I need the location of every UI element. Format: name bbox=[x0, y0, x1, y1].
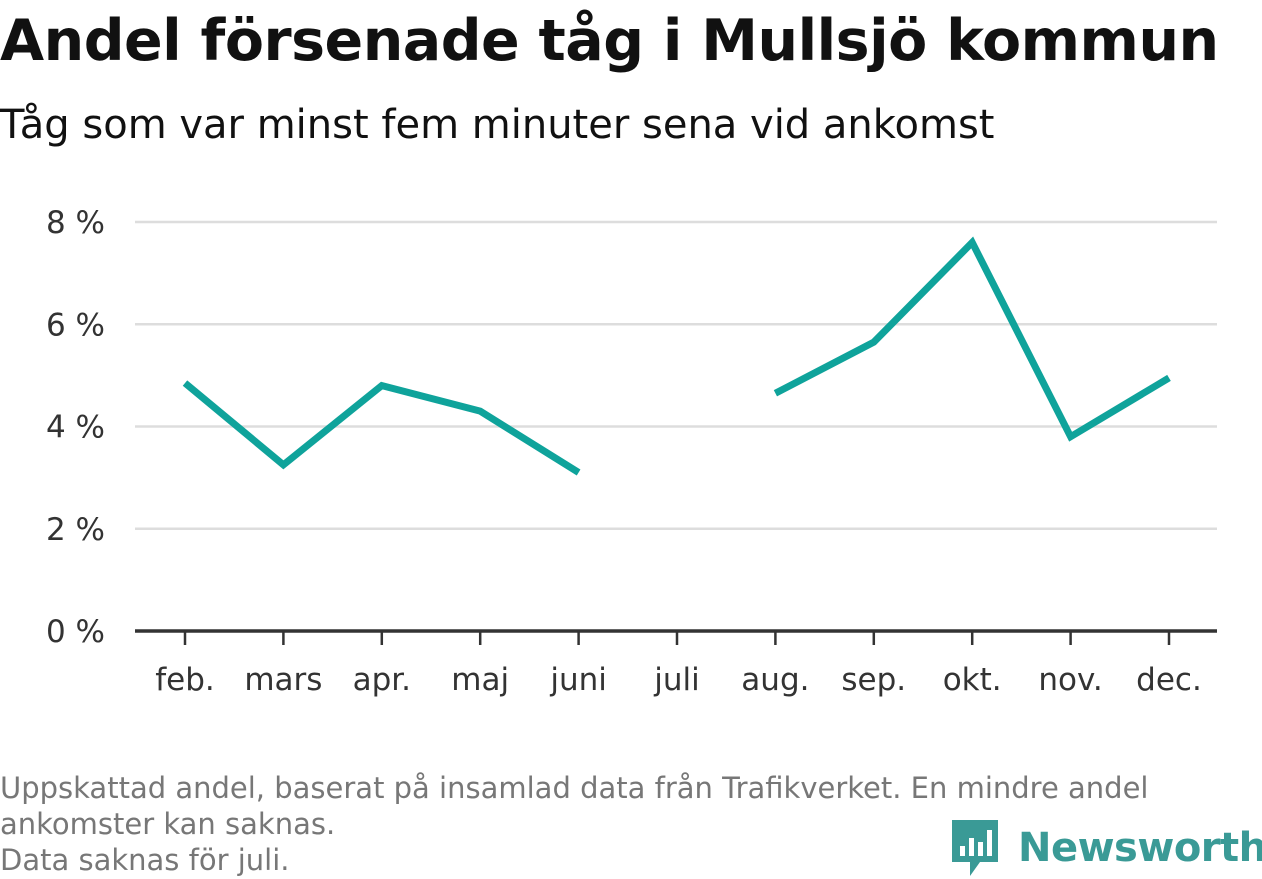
x-tick-label: juli bbox=[653, 662, 700, 698]
series-line bbox=[773, 236, 1171, 442]
chart-subtitle: Tåg som var minst fem minuter sena vid a… bbox=[0, 102, 995, 148]
y-tick-label: 4 % bbox=[46, 410, 105, 446]
x-tick-label: maj bbox=[451, 662, 509, 698]
x-tick-label: feb. bbox=[155, 662, 215, 698]
footnote-line-2: ankomster kan saknas. bbox=[0, 807, 336, 841]
x-tick-label: nov. bbox=[1038, 662, 1102, 698]
x-tick-label: sep. bbox=[841, 662, 906, 698]
footnote: Uppskattad andel, baserat på insamlad da… bbox=[0, 770, 1262, 878]
chart-title: Andel försenade tåg i Mullsjö kommun bbox=[0, 8, 1219, 74]
series-line bbox=[182, 380, 581, 476]
y-tick-label: 0 % bbox=[46, 614, 105, 650]
x-tick-label: apr. bbox=[353, 662, 411, 698]
brand-name: Newsworthy bbox=[1018, 825, 1262, 871]
grid-lines bbox=[135, 220, 1217, 530]
x-tick-label: juni bbox=[549, 662, 607, 698]
newsworthy-logo-icon bbox=[952, 820, 998, 876]
series-lines bbox=[182, 236, 1171, 476]
y-tick-label: 2 % bbox=[46, 512, 105, 548]
y-axis-ticks: 0 % 2 % 4 % 6 % 8 % bbox=[46, 205, 105, 650]
line-chart: 0 % 2 % 4 % 6 % 8 % feb. mars apr. maj juni juli a… bbox=[46, 205, 1217, 698]
footnote-line-1: Uppskattad andel, baserat på insamlad da… bbox=[0, 771, 1149, 805]
footnote-line-3: Data saknas för juli. bbox=[0, 843, 290, 877]
x-tick-label: okt. bbox=[943, 662, 1002, 698]
y-tick-label: 6 % bbox=[46, 307, 105, 343]
x-tick-label: aug. bbox=[741, 662, 809, 698]
brand-logo: Newsworthy bbox=[950, 818, 1262, 878]
x-tick-label: mars bbox=[244, 662, 322, 698]
y-tick-label: 8 % bbox=[46, 205, 105, 241]
x-axis: feb. mars apr. maj juni juli aug. sep. okt. nov. d… bbox=[135, 629, 1217, 698]
x-tick-label: dec. bbox=[1136, 662, 1202, 698]
